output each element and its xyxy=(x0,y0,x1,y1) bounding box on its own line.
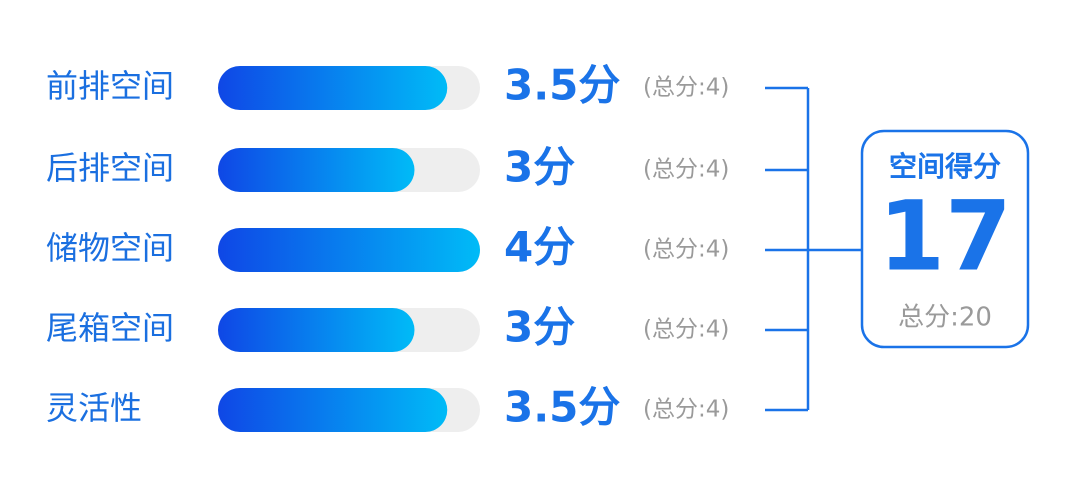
max-label: (总分:4) xyxy=(643,397,729,423)
bar xyxy=(218,388,448,432)
total-title: 空间得分 xyxy=(889,150,1001,183)
category-label: 后排空间 xyxy=(46,149,174,187)
total-box xyxy=(860,129,1030,349)
bar xyxy=(218,66,448,110)
max-label: (总分:4) xyxy=(643,75,729,101)
category-label: 前排空间 xyxy=(46,67,174,105)
bar xyxy=(218,148,415,192)
category-label: 尾箱空间 xyxy=(46,309,174,347)
max-label: (总分:4) xyxy=(643,157,729,183)
category-label: 储物空间 xyxy=(46,229,174,267)
value-label: 3分 xyxy=(504,143,575,192)
value-label: 4分 xyxy=(504,223,575,272)
bar xyxy=(218,308,415,352)
max-label: (总分:4) xyxy=(643,237,729,263)
value-label: 3.5分 xyxy=(504,61,620,110)
max-label: (总分:4) xyxy=(643,317,729,343)
total-label: 总分:20 xyxy=(898,303,992,333)
category-label: 灵活性 xyxy=(46,389,142,427)
value-label: 3.5分 xyxy=(504,383,620,432)
total-value: 17 xyxy=(878,180,1012,292)
bar xyxy=(218,228,480,272)
value-label: 3分 xyxy=(504,303,575,352)
